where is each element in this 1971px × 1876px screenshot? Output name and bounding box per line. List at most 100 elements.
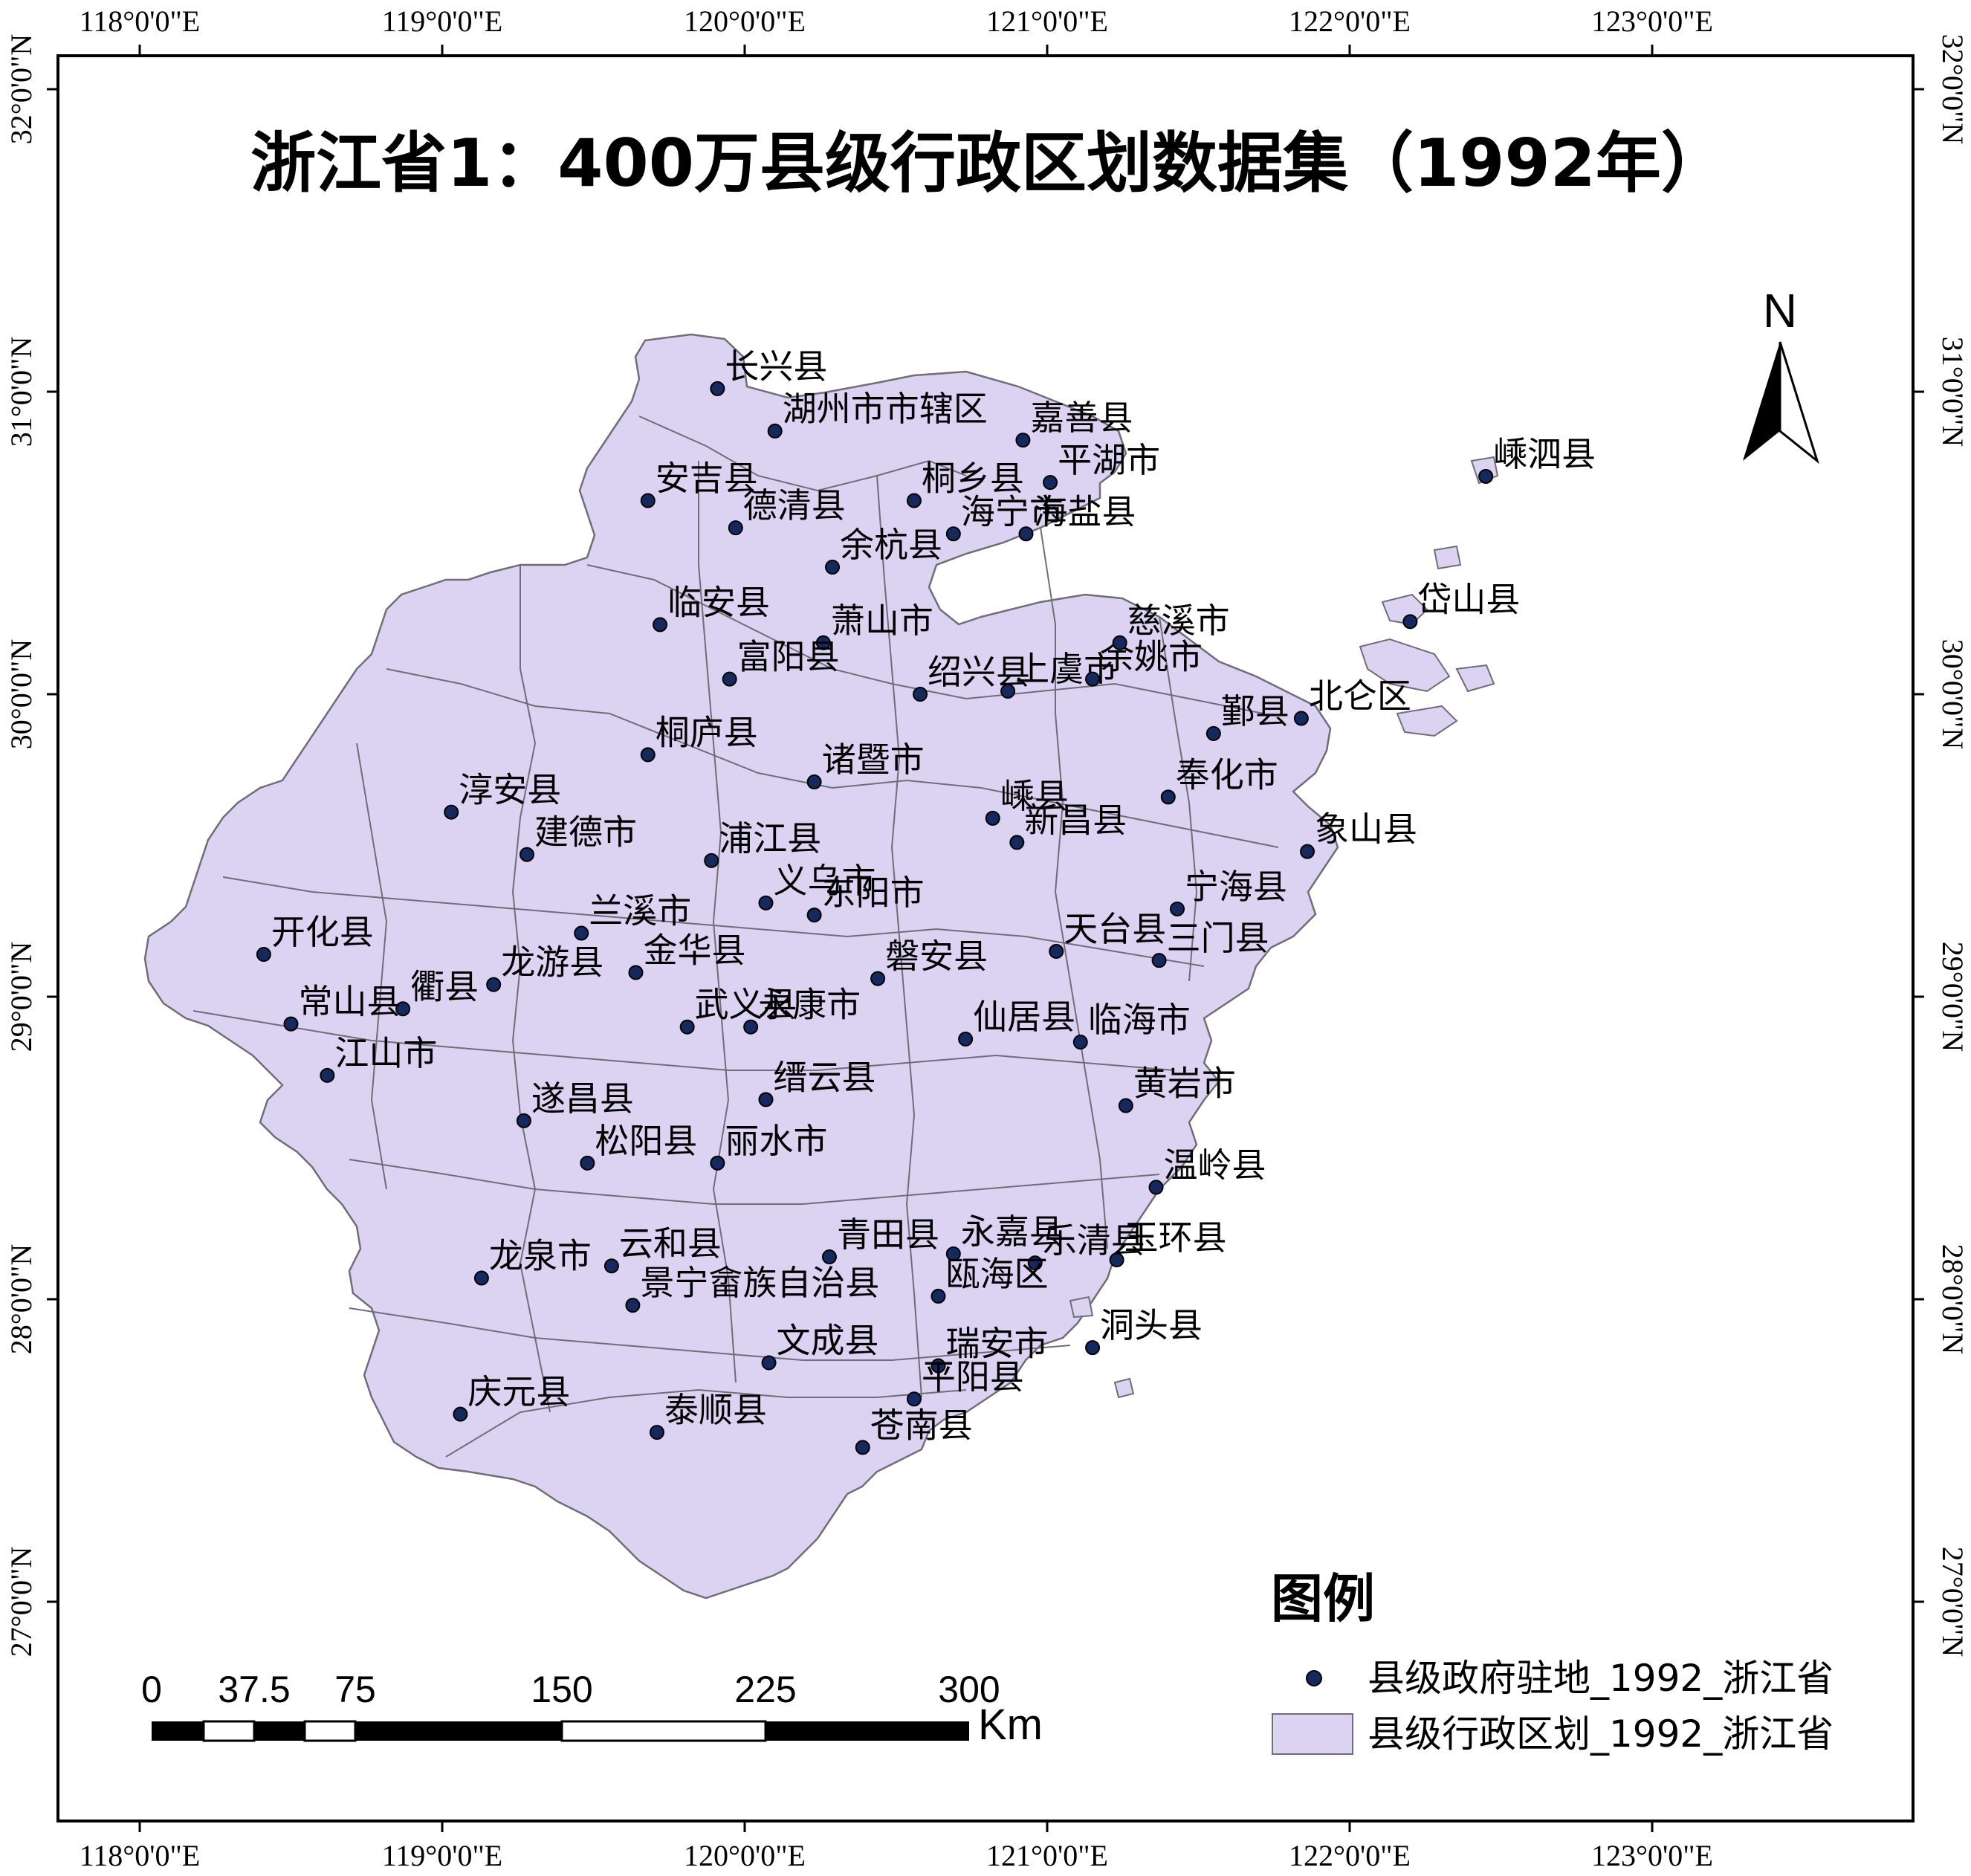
county-seat-label: 桐庐县 (656, 712, 758, 752)
county-seat-point[interactable] (906, 1391, 922, 1407)
county-seat-point[interactable] (806, 774, 822, 790)
county-seat-point[interactable] (913, 687, 928, 702)
lon-label-top: 119°0'0"E (382, 4, 502, 38)
county-seat-point[interactable] (580, 1155, 595, 1171)
county-seat-point[interactable] (649, 1425, 664, 1440)
county-seat-point[interactable] (1018, 526, 1034, 542)
county-seat-point[interactable] (761, 1355, 777, 1371)
county-seat-point[interactable] (945, 1246, 961, 1261)
county-seat-point[interactable] (1027, 1255, 1043, 1271)
county-seat-label: 遂昌县 (531, 1078, 634, 1119)
county-seat-point[interactable] (825, 560, 841, 575)
lon-label-bottom: 119°0'0"E (382, 1839, 502, 1872)
county-seat-point[interactable] (931, 1358, 946, 1374)
county-seat-point[interactable] (395, 1001, 411, 1017)
county-seat-point[interactable] (743, 1019, 759, 1035)
lon-label-bottom: 122°0'0"E (1289, 1839, 1411, 1872)
county-seat-label: 淳安县 (459, 770, 561, 810)
lat-label-left: 30°0'0"N (4, 639, 38, 749)
county-seat-point[interactable] (473, 1270, 489, 1286)
scale-label-150: 150 (531, 1669, 592, 1710)
county-seat-point[interactable] (625, 1298, 641, 1313)
county-seat-label: 瑞安市 (945, 1324, 1048, 1364)
county-seat-point[interactable] (516, 1113, 531, 1128)
county-seat-point[interactable] (574, 925, 589, 941)
islands (1069, 456, 1499, 1399)
county-seat-point[interactable] (1402, 614, 1418, 630)
county-seat-point[interactable] (1085, 671, 1101, 687)
county-seat-point[interactable] (1049, 943, 1064, 959)
county-seat-point[interactable] (758, 895, 774, 910)
county-seat-label: 上虞市 (1015, 649, 1118, 689)
county-seat-point[interactable] (628, 965, 644, 980)
county-seat-point[interactable] (870, 971, 886, 986)
county-seat-point[interactable] (758, 1092, 774, 1107)
county-seat-point[interactable] (722, 671, 737, 687)
county-seat-point[interactable] (728, 520, 743, 536)
county-seat-point[interactable] (1112, 635, 1127, 650)
county-seat-point[interactable] (906, 493, 922, 508)
county-seat-point[interactable] (1118, 1098, 1133, 1113)
county-seat-point[interactable] (1015, 433, 1031, 448)
county-seat-label: 安吉县 (656, 459, 758, 499)
county-seat-label: 桐乡县 (922, 459, 1024, 499)
county-seat-label: 东阳市 (822, 873, 925, 913)
county-seat-label: 温岭县 (1164, 1145, 1266, 1185)
scale-label-0: 0 (141, 1669, 162, 1710)
county-seat-point[interactable] (710, 381, 725, 396)
county-seat-point[interactable] (1300, 844, 1315, 859)
county-seat-label: 海宁市 (961, 491, 1064, 531)
county-seat-point[interactable] (1478, 468, 1494, 484)
county-seat-point[interactable] (486, 977, 502, 992)
county-seat-point[interactable] (958, 1031, 974, 1047)
county-seat-point[interactable] (1109, 1252, 1124, 1268)
county-seat-point[interactable] (767, 423, 783, 439)
county-seat-point[interactable] (1160, 789, 1176, 805)
county-seat-point[interactable] (855, 1440, 870, 1455)
county-seat-point[interactable] (444, 804, 459, 820)
county-seat-point[interactable] (1072, 1035, 1088, 1050)
scale-label-75: 75 (334, 1669, 376, 1710)
lon-label-top: 121°0'0"E (986, 4, 1108, 38)
county-seat-point[interactable] (704, 853, 719, 868)
county-seat-point[interactable] (945, 526, 961, 542)
county-seat-label: 瓯海区 (945, 1254, 1048, 1294)
lon-label-top: 120°0'0"E (684, 4, 806, 38)
county-seat-point[interactable] (931, 1288, 946, 1304)
north-arrow-right-half (1779, 341, 1819, 465)
county-seat-point[interactable] (640, 747, 656, 763)
county-seat-label: 仙居县 (973, 997, 1075, 1037)
county-seat-point[interactable] (320, 1067, 335, 1083)
county-seat-point[interactable] (1000, 683, 1016, 699)
county-seat-label: 临海市 (1088, 1000, 1191, 1040)
county-seat-point[interactable] (821, 1249, 837, 1265)
county-seat-point[interactable] (519, 847, 534, 862)
county-seat-point[interactable] (1205, 725, 1221, 741)
county-seat-point[interactable] (1148, 1180, 1164, 1195)
scale-segment-2 (202, 1720, 256, 1742)
county-seat-point[interactable] (1009, 835, 1025, 850)
county-seat-point[interactable] (806, 908, 822, 923)
lon-label-bottom: 121°0'0"E (986, 1839, 1108, 1872)
county-seat-label: 开化县 (271, 912, 374, 952)
county-seat-label: 衢县 (410, 966, 479, 1006)
county-seat-point[interactable] (1151, 953, 1167, 968)
county-seat-point[interactable] (1085, 1340, 1101, 1356)
county-seat-point[interactable] (256, 947, 271, 963)
county-seat-point[interactable] (653, 617, 668, 633)
county-seat-point[interactable] (283, 1016, 299, 1032)
county-seat-point[interactable] (679, 1019, 695, 1035)
county-seat-point[interactable] (1170, 901, 1185, 916)
county-seat-point[interactable] (710, 1155, 725, 1171)
county-seat-point[interactable] (453, 1406, 468, 1422)
county-seat-point[interactable] (640, 493, 656, 508)
county-seat-point[interactable] (603, 1258, 619, 1274)
county-seat-label: 嘉善县 (1030, 398, 1133, 438)
county-seat-point[interactable] (985, 810, 1000, 826)
county-seat-label: 缙云县 (773, 1057, 876, 1097)
county-seat-point[interactable] (815, 635, 831, 650)
county-seat-point[interactable] (1043, 475, 1058, 491)
north-arrow-label: N (1763, 284, 1797, 337)
county-seat-point[interactable] (1293, 711, 1309, 726)
